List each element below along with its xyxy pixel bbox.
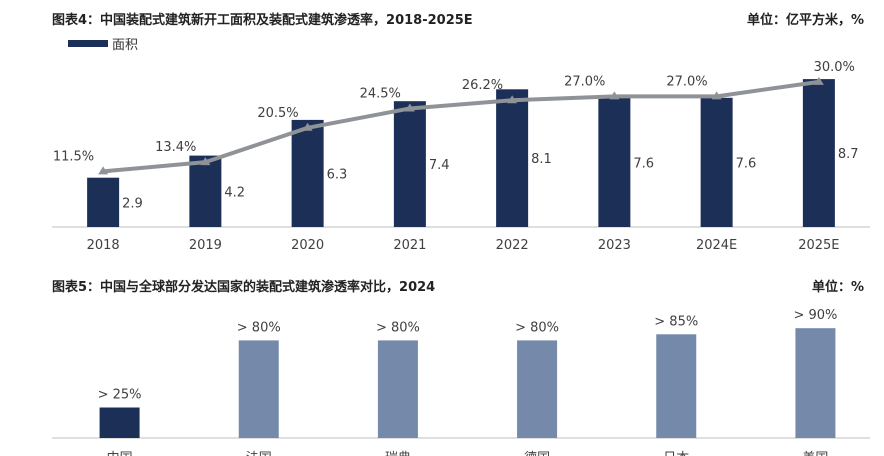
- chart2-bar-label-日本: > 85%: [654, 314, 698, 329]
- chart2-bar-法国: [238, 340, 279, 438]
- chart2-x-tick-中国: 中国: [107, 451, 133, 456]
- chart1-bar-2023: [598, 97, 631, 227]
- chart1-x-tick-2025E: 2025E: [798, 238, 839, 253]
- chart1-bar-label-2020: 6.3: [327, 167, 348, 182]
- chart1-plot: 2.9 2018 4.2 2019 6.3 2020 7.4 2021 8.1 2022 7.6 20…: [52, 60, 870, 253]
- chart1-bar-label-2021: 7.4: [429, 158, 450, 173]
- chart1-x-tick-2019: 2019: [189, 238, 222, 253]
- chart1-bar-2020: [291, 119, 324, 227]
- chart1-bar-2018: [87, 177, 120, 227]
- chart1-x-tick-2023: 2023: [598, 238, 631, 253]
- chart2-x-tick-德国: 德国: [524, 451, 550, 456]
- chart1-bar-2022: [496, 89, 529, 227]
- chart2-bar-label-瑞典: > 80%: [376, 320, 420, 335]
- chart1-bar-label-2024E: 7.6: [736, 156, 757, 171]
- legend-label-area: 面积: [112, 38, 139, 53]
- chart1-line-label-2022: 26.2%: [462, 78, 503, 93]
- chart2-bar-美国: [795, 328, 836, 438]
- chart1-line-label-2025E: 30.0%: [814, 60, 855, 75]
- chart1-line-label-2023: 27.0%: [564, 74, 605, 89]
- legend-swatch-area: [68, 40, 108, 47]
- chart2-unit: 单位：%: [811, 280, 864, 295]
- chart2-x-tick-日本: 日本: [663, 451, 689, 456]
- chart2-bar-中国: [99, 407, 140, 438]
- chart2-x-tick-法国: 法国: [246, 451, 272, 456]
- chart1-line-label-2018: 11.5%: [53, 149, 94, 164]
- chart2-bar-label-法国: > 80%: [237, 320, 281, 335]
- chart2-bar-label-中国: > 25%: [98, 388, 142, 403]
- chart2-bar-label-美国: > 90%: [793, 308, 837, 323]
- chart1-line-label-2019: 13.4%: [155, 140, 196, 155]
- chart1-bar-label-2018: 2.9: [122, 196, 143, 211]
- chart2-x-tick-美国: 美国: [802, 451, 828, 456]
- chart2-x-tick-瑞典: 瑞典: [385, 451, 411, 456]
- chart1-x-tick-2018: 2018: [87, 238, 120, 253]
- chart1-bar-label-2022: 8.1: [531, 152, 552, 167]
- chart1-line-label-2021: 24.5%: [360, 86, 401, 101]
- chart1-x-tick-2021: 2021: [393, 238, 426, 253]
- chart1-line-marker-2020: [302, 122, 313, 131]
- chart1-bar-2021: [393, 101, 426, 227]
- chart1-bar-2025E: [802, 79, 835, 227]
- chart1-line-marker-2018: [98, 166, 109, 175]
- chart1-x-tick-2024E: 2024E: [696, 238, 737, 253]
- chart1-line-marker-2021: [404, 103, 415, 112]
- chart1-unit: 单位：亿平方米，%: [746, 13, 864, 28]
- chart1-line-marker-2024E: [711, 91, 722, 100]
- chart1-legend: 面积: [68, 34, 138, 53]
- chart2-bar-label-德国: > 80%: [515, 320, 559, 335]
- chart1-line-marker-2025E: [813, 76, 824, 85]
- chart1-x-tick-2022: 2022: [496, 238, 529, 253]
- chart1-title: 图表4：中国装配式建筑新开工面积及装配式建筑渗透率，2018-2025E: [52, 13, 473, 28]
- chart2-bar-德国: [517, 340, 558, 438]
- chart2-title: 图表5：中国与全球部分发达国家的装配式建筑渗透率对比，2024: [52, 280, 436, 295]
- chart1-bar-label-2023: 7.6: [633, 156, 654, 171]
- chart1-line-marker-2019: [200, 157, 211, 166]
- chart1-line-label-2024E: 27.0%: [666, 74, 707, 89]
- chart1-line-marker-2023: [609, 91, 620, 100]
- chart1-bar-2024E: [700, 97, 733, 227]
- chart1-line-marker-2022: [507, 95, 518, 104]
- chart1-line-label-2020: 20.5%: [257, 106, 298, 121]
- chart1-bar-2019: [189, 155, 222, 227]
- chart2-bar-日本: [656, 334, 697, 438]
- chart1-bar-label-2025E: 8.7: [838, 147, 859, 162]
- chart2-bar-瑞典: [377, 340, 418, 438]
- chart1-bar-label-2019: 4.2: [224, 185, 245, 200]
- chart1-x-tick-2020: 2020: [291, 238, 324, 253]
- chart1-penetration-line: [102, 79, 820, 174]
